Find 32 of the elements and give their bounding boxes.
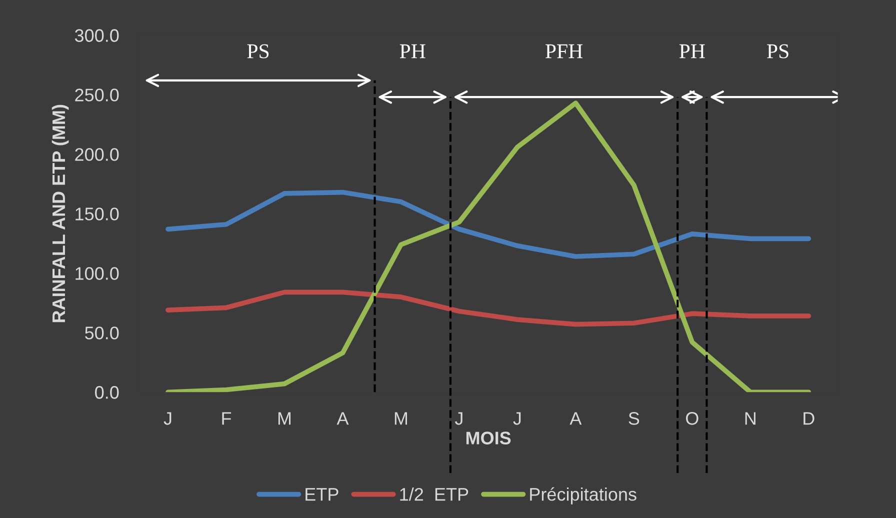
line-series <box>166 290 812 327</box>
y-axis-title: RAINFALL AND ETP (MM) <box>52 104 69 322</box>
x-tick-label: A <box>570 412 582 425</box>
y-tick-label: 200.0 <box>75 148 119 161</box>
annotation: PH <box>400 44 426 58</box>
x-tick-label: M <box>278 412 291 425</box>
y-tick-label: 50.0 <box>85 326 119 340</box>
y-tick-label: 150.0 <box>76 208 119 220</box>
legend-label: ETP <box>306 488 338 501</box>
x-tick-label: F <box>222 412 232 425</box>
x-tick-label: M <box>394 412 407 425</box>
annotation: PH <box>679 44 705 58</box>
x-axis-title: MOIS <box>466 432 511 444</box>
x-tick-label: J <box>454 412 462 425</box>
legend-label: Précipitations <box>530 487 636 504</box>
x-tick-label: J <box>513 412 521 425</box>
x-tick-label: N <box>745 412 756 425</box>
x-tick-label: J <box>164 412 172 425</box>
annotation: PFH <box>546 44 583 58</box>
x-tick-label: S <box>628 412 640 425</box>
y-tick-label: 250.0 <box>75 88 119 102</box>
line-series <box>166 190 812 259</box>
x-tick-label: O <box>686 412 698 425</box>
y-tick-label: 300.0 <box>74 29 119 42</box>
x-tick-label: A <box>336 412 349 425</box>
legend-label: 1/2 ETP <box>400 488 468 501</box>
annotation: PS <box>767 44 788 58</box>
x-tick-label: D <box>804 412 814 425</box>
annotation: PS <box>247 44 269 58</box>
line-series <box>166 100 812 392</box>
y-tick-label: 100.0 <box>76 267 119 280</box>
y-tick-label: 0.0 <box>95 386 119 399</box>
